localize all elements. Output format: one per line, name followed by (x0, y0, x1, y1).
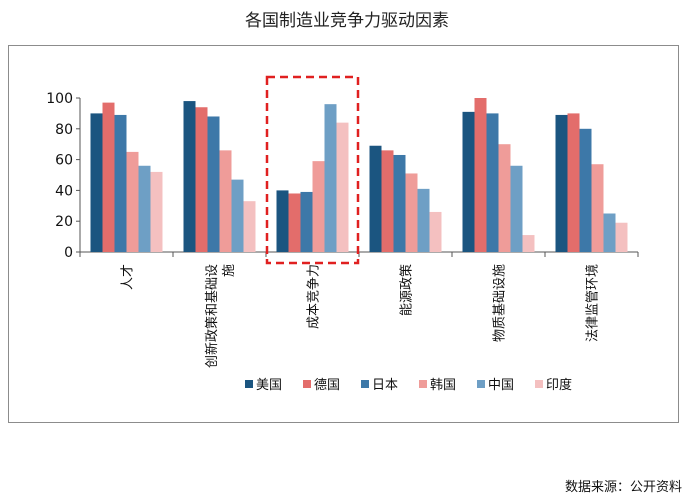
bar-印度-法律监管环境 (615, 222, 628, 252)
legend-label-中国: 中国 (488, 378, 514, 393)
bar-德国-人才 (102, 102, 115, 252)
y-tick-label: 20 (55, 214, 73, 230)
legend-label-德国: 德国 (314, 378, 340, 393)
bar-中国-能源政策 (417, 188, 430, 252)
bar-美国-成本竞争力 (276, 190, 289, 252)
legend-label-美国: 美国 (256, 378, 282, 393)
bar-中国-法律监管环境 (603, 213, 616, 252)
bar-美国-法律监管环境 (555, 114, 568, 252)
bar-韩国-创新政策和基础设施 (219, 150, 232, 252)
bar-德国-物质基础设施 (474, 98, 487, 252)
bar-中国-物质基础设施 (510, 165, 523, 252)
legend-swatch-日本 (361, 380, 369, 388)
bar-日本-能源政策 (393, 154, 406, 252)
y-tick-label: 0 (64, 245, 73, 261)
bar-印度-人才 (150, 171, 163, 252)
bar-中国-人才 (138, 165, 151, 252)
bar-韩国-法律监管环境 (591, 164, 604, 252)
bar-印度-成本竞争力 (336, 122, 349, 252)
x-category-label: 能源政策 (399, 264, 415, 316)
bar-日本-物质基础设施 (486, 113, 499, 253)
bar-日本-创新政策和基础设施 (207, 116, 220, 252)
y-tick-label: 80 (55, 122, 73, 138)
bar-印度-能源政策 (429, 211, 442, 252)
x-category-label: 成本竞争力 (306, 264, 322, 329)
x-category-label: 创新政策和基础设 (204, 264, 220, 368)
bar-chart: 0 20 40 60 80 100 人才 创新政策和基础设施 成本竞争力 能源政策 物质基础设施 法律… (46, 75, 639, 393)
legend-label-日本: 日本 (372, 378, 398, 393)
chart-frame: 0 20 40 60 80 100 人才 创新政策和基础设施 成本竞争力 能源政策 物质基础设施 法律… (8, 45, 679, 423)
data-source-note: 数据来源：公开资料 (564, 480, 682, 495)
bar-日本-人才 (114, 114, 127, 252)
chart-title: 各国制造业竞争力驱动因素 (245, 11, 449, 31)
bar-印度-物质基础设施 (522, 235, 535, 252)
y-tick-label: 60 (55, 153, 73, 169)
bar-中国-创新政策和基础设施 (231, 179, 244, 252)
bar-德国-创新政策和基础设施 (195, 107, 208, 252)
legend-label-韩国: 韩国 (430, 378, 456, 393)
bar-韩国-成本竞争力 (312, 161, 325, 252)
x-category-label: 物质基础设施 (493, 264, 508, 342)
legend-swatch-韩国 (419, 380, 427, 388)
bar-韩国-能源政策 (405, 173, 418, 252)
x-category-label: 法律监管环境 (586, 264, 601, 342)
bar-美国-创新政策和基础设施 (183, 101, 196, 252)
y-tick-label: 100 (46, 91, 73, 107)
bar-美国-人才 (90, 113, 103, 253)
bar-韩国-人才 (126, 151, 139, 252)
bar-德国-成本竞争力 (288, 193, 301, 252)
bar-印度-创新政策和基础设施 (243, 201, 256, 252)
legend-swatch-中国 (477, 380, 485, 388)
highlight-box (265, 75, 360, 265)
bar-日本-法律监管环境 (579, 128, 592, 252)
legend-label-印度: 印度 (546, 377, 572, 393)
y-tick-label: 40 (55, 183, 73, 199)
bar-美国-物质基础设施 (462, 111, 475, 252)
legend-swatch-美国 (245, 380, 253, 388)
legend-swatch-印度 (535, 380, 543, 388)
bar-中国-成本竞争力 (324, 104, 337, 252)
bar-德国-法律监管环境 (567, 113, 580, 253)
x-category-label: 人才 (121, 264, 136, 290)
bar-美国-能源政策 (369, 145, 382, 252)
legend-swatch-德国 (303, 380, 311, 388)
bar-韩国-物质基础设施 (498, 144, 511, 252)
bar-德国-能源政策 (381, 150, 394, 252)
x-category-label: 施 (222, 264, 237, 277)
bar-日本-成本竞争力 (300, 191, 313, 252)
